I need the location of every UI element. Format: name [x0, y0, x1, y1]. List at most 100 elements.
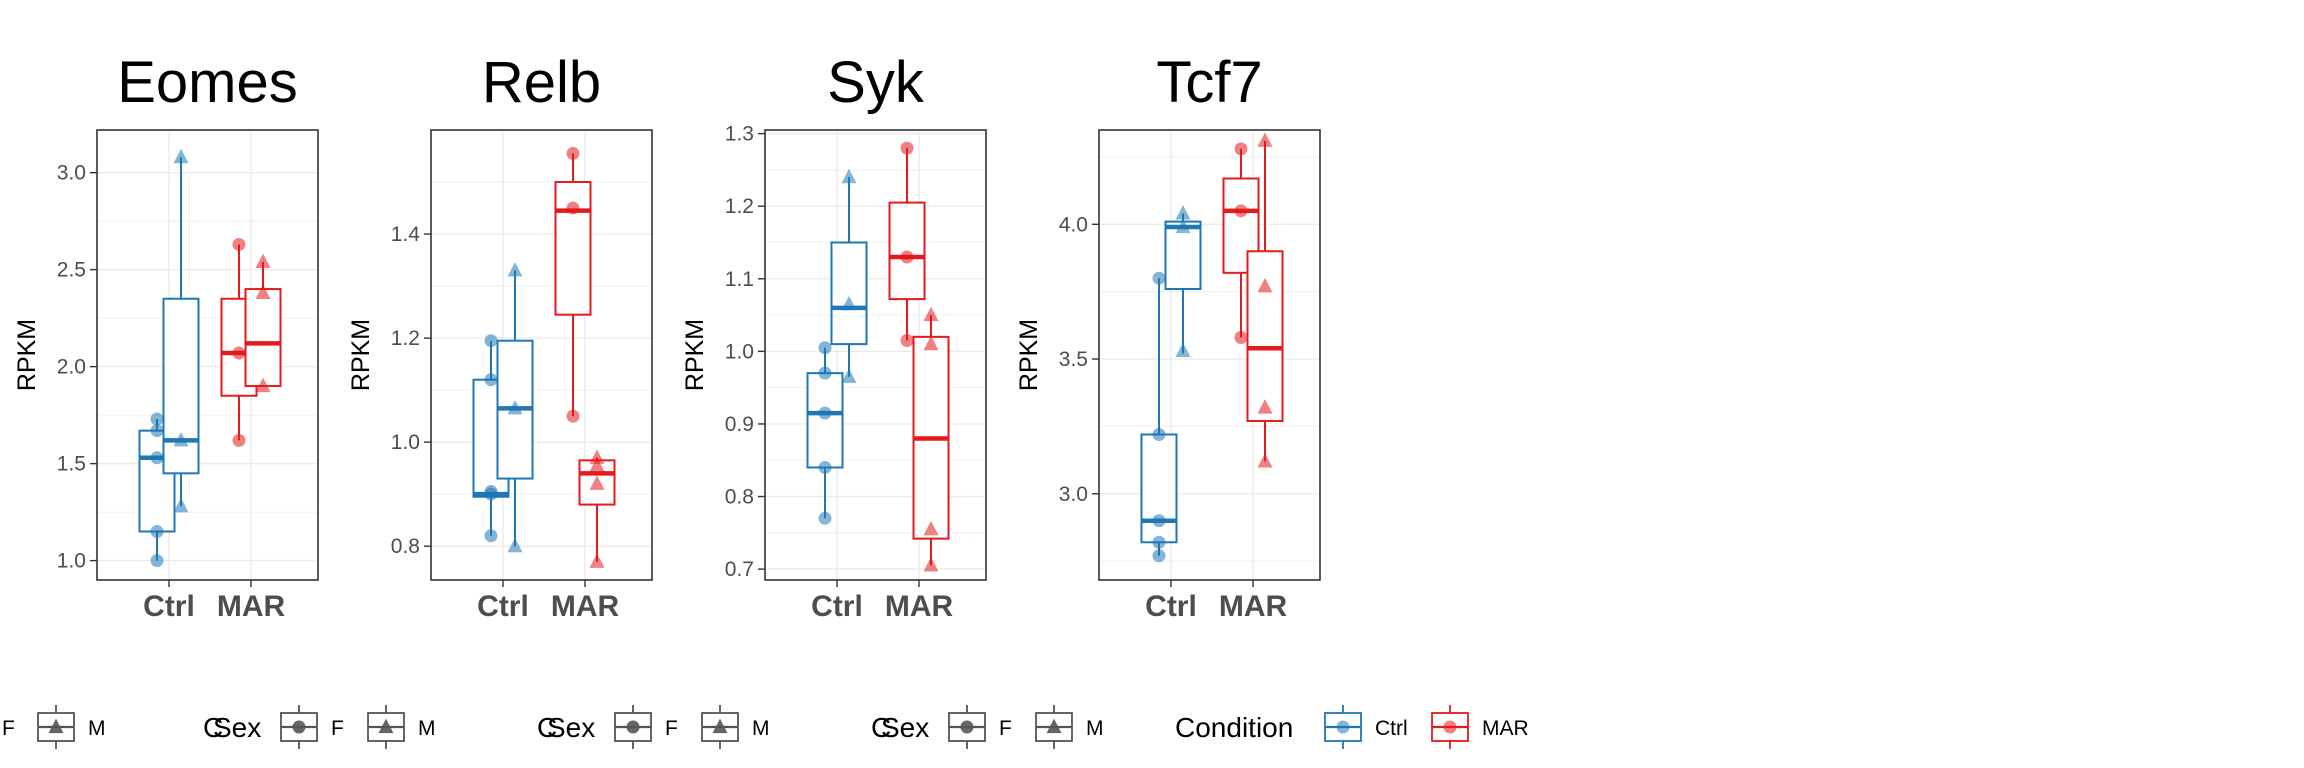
y-tick-label: 3.0 — [57, 162, 86, 185]
data-point-m — [923, 306, 939, 322]
y-tick-label: 1.2 — [725, 195, 754, 218]
data-point-m — [1257, 132, 1273, 147]
x-tick-label: Ctrl — [811, 590, 863, 623]
legend-label: M — [88, 717, 106, 740]
data-point-f — [900, 250, 914, 264]
chart-panel-tcf7: 3.0 3.5 4.0 Ctrl MAR Tcf7 RPKM — [1015, 50, 1321, 623]
y-tick-label: 2.5 — [57, 259, 86, 282]
legend-label: Ctrl — [1375, 717, 1408, 740]
panel-border — [1098, 129, 1321, 581]
data-point-m — [923, 520, 939, 536]
legend-label: M — [418, 717, 436, 740]
legend-key-circle — [614, 705, 652, 749]
chart-title: Eomes — [117, 50, 298, 115]
panel-border — [430, 129, 653, 581]
data-point-m — [1175, 342, 1191, 358]
data-point-f — [484, 487, 498, 501]
data-point-f — [1234, 142, 1248, 156]
data-point-m — [173, 431, 189, 447]
data-point-f — [566, 201, 580, 215]
legend-symbol-triangle — [1046, 718, 1062, 734]
y-tick-label: 0.9 — [725, 413, 754, 436]
y-axis-label: RPKM — [681, 319, 709, 391]
data-point-m — [507, 399, 523, 415]
data-point-f — [1234, 204, 1248, 218]
y-tick-label: 1.2 — [391, 327, 420, 350]
x-tick-label: Ctrl — [143, 590, 195, 623]
x-tick-label: MAR — [885, 590, 954, 623]
data-point-f — [150, 412, 164, 426]
legend-key-ctrl — [1324, 705, 1362, 749]
legend-title-clipped: C — [203, 712, 223, 743]
chart-panel-eomes: 1.0 1.5 2.0 2.5 3.0 Ctrl MAR Eomes RPKM — [13, 50, 319, 623]
data-point-f — [818, 406, 832, 420]
data-point-f — [900, 141, 914, 155]
data-point-m — [589, 475, 605, 490]
data-point-f — [900, 333, 914, 347]
y-tick-label: 1.0 — [725, 340, 754, 363]
box-iqr — [162, 297, 200, 475]
data-point-m — [255, 377, 271, 393]
data-point-m — [1175, 205, 1191, 220]
box-ctrl-m — [162, 157, 200, 507]
data-point-f — [150, 525, 164, 539]
data-point-m — [255, 284, 271, 300]
y-tick-label: 4.0 — [1059, 213, 1088, 236]
data-point-f — [150, 424, 164, 438]
data-point-f — [232, 346, 246, 360]
data-point-f — [1152, 271, 1166, 285]
x-tick-label: Ctrl — [477, 590, 529, 623]
legend-title-clipped: C — [871, 712, 891, 743]
legend-title: Condition — [1175, 712, 1293, 743]
y-axis-label: RPKM — [347, 319, 375, 391]
data-point-m — [841, 368, 857, 383]
legend-symbol-circle — [292, 720, 306, 734]
legend-key-triangle — [367, 705, 405, 749]
x-tick-label: MAR — [1219, 590, 1288, 623]
data-point-m — [589, 553, 605, 568]
chart-panels: 1.0 1.5 2.0 2.5 3.0 Ctrl MAR Eomes RPKM 0.8 1.0 1.2… — [13, 50, 1321, 623]
legend-key-mar — [1431, 705, 1469, 749]
y-tick-label: 1.0 — [57, 550, 86, 573]
legend-label: MAR — [1482, 717, 1529, 740]
legend-symbol-circle — [626, 720, 640, 734]
legend-label: F — [999, 717, 1012, 740]
data-point-f — [232, 237, 246, 251]
legend-key-triangle — [37, 705, 75, 749]
data-point-f — [566, 409, 580, 423]
y-tick-label: 1.3 — [725, 123, 754, 146]
y-axis-label: RPKM — [1015, 319, 1043, 391]
y-tick-label: 0.7 — [725, 558, 754, 581]
box-iqr — [244, 288, 282, 388]
legend-symbol-circle — [1443, 720, 1457, 734]
y-tick-label: 2.0 — [57, 356, 86, 379]
legend-symbol-circle — [960, 720, 974, 734]
y-tick-label: 1.1 — [725, 268, 754, 291]
box-iqr — [830, 241, 868, 346]
box-ctrl-m — [830, 177, 868, 377]
data-point-m — [1257, 453, 1273, 468]
data-point-m — [255, 253, 271, 268]
data-point-m — [507, 537, 523, 553]
data-point-f — [566, 146, 580, 160]
data-point-m — [1175, 218, 1191, 234]
panel-border — [764, 129, 987, 581]
legend-symbol-circle — [1336, 720, 1350, 734]
data-point-f — [150, 554, 164, 568]
data-point-f — [1152, 427, 1166, 441]
data-point-f — [818, 511, 832, 525]
legend-key-circle — [948, 705, 986, 749]
data-point-m — [841, 168, 857, 184]
data-point-f — [818, 366, 832, 380]
data-point-f — [818, 341, 832, 355]
data-point-m — [1257, 277, 1273, 293]
panel-border — [96, 129, 319, 581]
legend-symbol-triangle — [48, 718, 64, 734]
legend-symbol-triangle — [712, 718, 728, 734]
data-point-m — [589, 457, 605, 472]
box-mar-m — [912, 315, 950, 566]
box-iqr — [1246, 250, 1284, 423]
chart-panel-relb: 0.8 1.0 1.2 1.4 Ctrl MAR Relb RPKM — [347, 50, 653, 623]
data-point-m — [173, 497, 189, 513]
